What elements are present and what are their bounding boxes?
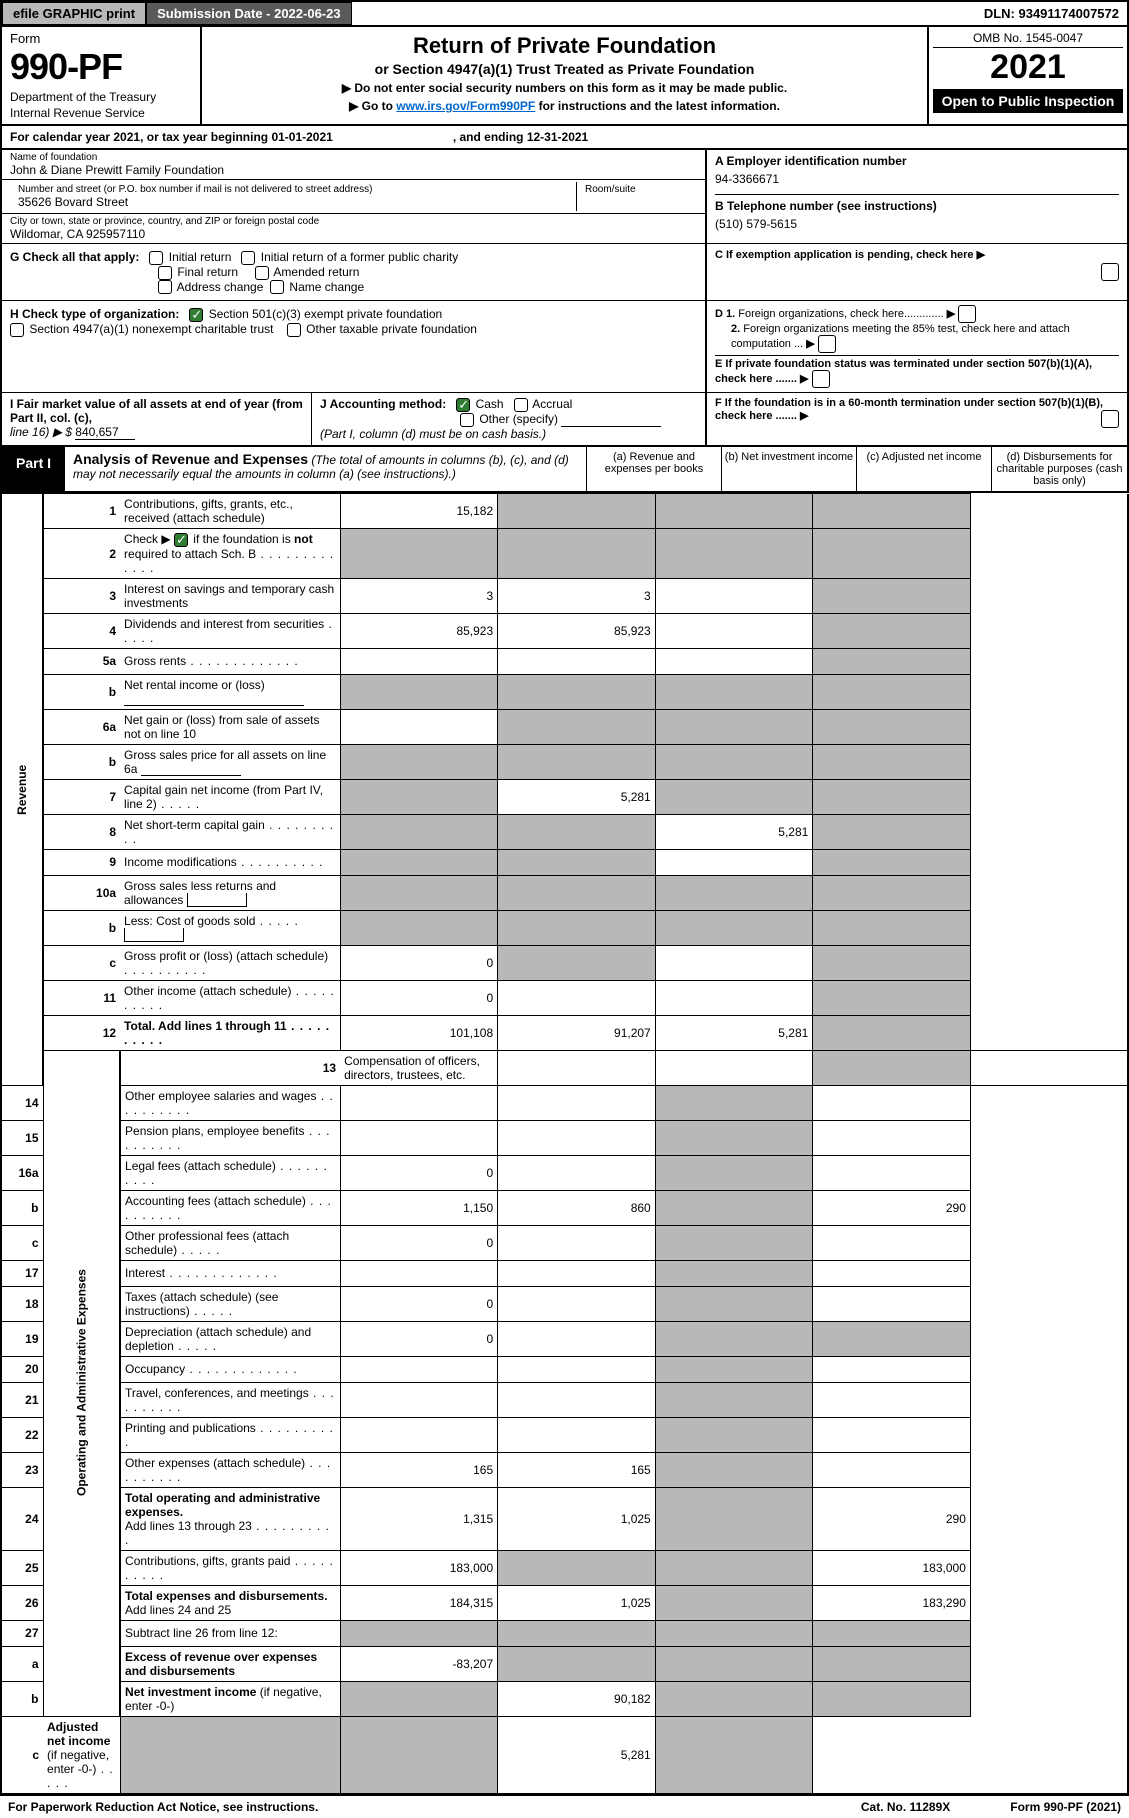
col-c-header: (c) Adjusted net income [857, 447, 992, 491]
form990pf-link[interactable]: www.irs.gov/Form990PF [396, 99, 535, 113]
footer: For Paperwork Reduction Act Notice, see … [0, 1795, 1129, 1818]
form-ref: Form 990-PF (2021) [1010, 1800, 1121, 1814]
omb-number: OMB No. 1545-0047 [933, 31, 1123, 48]
4947-checkbox[interactable] [10, 323, 24, 337]
col-b-header: (b) Net investment income [722, 447, 857, 491]
revenue-side-label: Revenue [1, 494, 43, 1086]
street-value: 35626 Bovard Street [18, 195, 568, 209]
col-a-header: (a) Revenue and expenses per books [587, 447, 722, 491]
j-section: J Accounting method: Cash Accrual Other … [312, 393, 707, 445]
city-value: Wildomar, CA 925957110 [10, 227, 697, 241]
expenses-side-label: Operating and Administrative Expenses [43, 1050, 120, 1716]
room-label: Room/suite [585, 184, 689, 195]
form-subtitle: or Section 4947(a)(1) Trust Treated as P… [212, 61, 917, 77]
form-label: Form [10, 31, 192, 46]
open-public: Open to Public Inspection [933, 89, 1123, 113]
street-label: Number and street (or P.O. box number if… [18, 184, 568, 195]
d-section: D 1. D 1. Foreign organizations, check h… [707, 301, 1127, 392]
address-change-checkbox[interactable] [158, 280, 172, 294]
goto-text: ▶ Go to www.irs.gov/Form990PF for instru… [212, 99, 917, 113]
dept-label: Department of the Treasury [10, 90, 192, 104]
part1-desc: Analysis of Revenue and Expenses (The to… [65, 447, 587, 491]
d1-checkbox[interactable] [958, 305, 976, 323]
initial-return-checkbox[interactable] [149, 251, 163, 265]
phone-value: (510) 579-5615 [715, 213, 1119, 235]
header-center: Return of Private Foundation or Section … [202, 27, 927, 124]
cash-checkbox[interactable] [456, 398, 470, 412]
d2-checkbox[interactable] [818, 335, 836, 353]
submission-date: Submission Date - 2022-06-23 [146, 2, 352, 25]
city-label: City or town, state or province, country… [10, 216, 697, 227]
accrual-checkbox[interactable] [514, 398, 528, 412]
topbar: efile GRAPHIC print Submission Date - 20… [0, 0, 1129, 27]
f-checkbox[interactable] [1101, 410, 1119, 428]
phone-label: B Telephone number (see instructions) [715, 194, 1119, 213]
ein-label: A Employer identification number [715, 154, 1119, 168]
name-address-block: Name of foundation John & Diane Prewitt … [0, 150, 1129, 244]
h-section: H Check type of organization: Section 50… [2, 301, 707, 392]
schb-checkbox[interactable] [174, 533, 188, 547]
c-section: C If exemption application is pending, c… [707, 244, 1127, 300]
f-section: F If the foundation is in a 60-month ter… [707, 393, 1127, 445]
initial-former-checkbox[interactable] [241, 251, 255, 265]
form-title: Return of Private Foundation [212, 33, 917, 59]
form-header: Form 990-PF Department of the Treasury I… [0, 27, 1129, 126]
501c3-checkbox[interactable] [189, 308, 203, 322]
form-number: 990-PF [10, 46, 192, 88]
header-left: Form 990-PF Department of the Treasury I… [2, 27, 202, 124]
tax-year: 2021 [933, 48, 1123, 87]
efile-button[interactable]: efile GRAPHIC print [2, 2, 146, 25]
c-checkbox[interactable] [1101, 263, 1119, 281]
name-change-checkbox[interactable] [270, 280, 284, 294]
header-right: OMB No. 1545-0047 2021 Open to Public In… [927, 27, 1127, 124]
warning-text: ▶ Do not enter social security numbers o… [212, 81, 917, 95]
other-method-checkbox[interactable] [460, 413, 474, 427]
col-d-header: (d) Disbursements for charitable purpose… [992, 447, 1127, 491]
amended-return-checkbox[interactable] [255, 266, 269, 280]
part1-header: Part I Analysis of Revenue and Expenses … [0, 447, 1129, 493]
name-label: Name of foundation [10, 152, 697, 163]
e-checkbox[interactable] [812, 370, 830, 388]
cat-no: Cat. No. 11289X [861, 1800, 950, 1814]
final-return-checkbox[interactable] [158, 266, 172, 280]
fmv-value: 840,657 [75, 425, 135, 440]
irs-label: Internal Revenue Service [10, 106, 192, 120]
dln-label: DLN: 93491174007572 [976, 3, 1127, 24]
foundation-name: John & Diane Prewitt Family Foundation [10, 163, 697, 177]
ein-value: 94-3366671 [715, 168, 1119, 194]
calendar-year-row: For calendar year 2021, or tax year begi… [0, 126, 1129, 150]
i-section: I Fair market value of all assets at end… [2, 393, 312, 445]
part1-tag: Part I [2, 447, 65, 491]
g-section: G Check all that apply: Initial return I… [2, 244, 707, 300]
part1-table: Revenue 1Contributions, gifts, grants, e… [0, 493, 1129, 1795]
paperwork-notice: For Paperwork Reduction Act Notice, see … [8, 1800, 318, 1814]
other-taxable-checkbox[interactable] [287, 323, 301, 337]
